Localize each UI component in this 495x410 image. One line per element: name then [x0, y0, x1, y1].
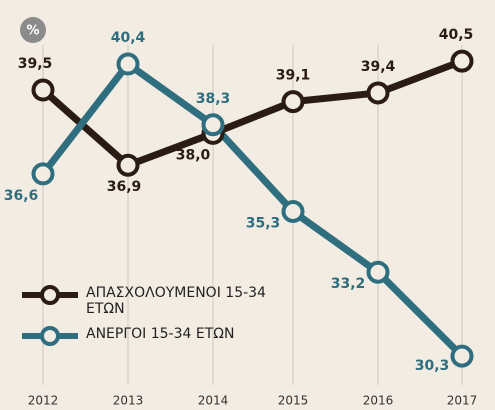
marker [366, 260, 390, 284]
badge [20, 17, 46, 43]
x-tick-label: 2016 [363, 394, 394, 408]
unit-badge: % [26, 24, 39, 39]
x-tick-label: 2013 [113, 394, 144, 408]
series-line [40, 57, 464, 169]
marker [450, 344, 474, 368]
marker [116, 153, 140, 177]
x-tick-label: 2015 [278, 394, 309, 408]
value-label: 30,3 [415, 358, 450, 374]
value-label: 39,5 [18, 56, 53, 72]
series-line [40, 60, 465, 359]
legend-marker [40, 326, 60, 346]
marker [116, 52, 140, 76]
value-label: 33,2 [331, 276, 366, 292]
marker [366, 81, 390, 105]
value-label: 39,1 [276, 68, 311, 84]
legend-label: ΑΝΕΡΓΟΙ 15-34 ΕΤΩΝ [86, 326, 235, 342]
marker [281, 90, 305, 114]
marker [31, 162, 55, 186]
legend-label: ΑΠΑΣΧΟΛΟΥΜΕΝΟΙ 15-34 ΕΤΩΝ [86, 285, 266, 317]
legend-swatch [22, 285, 78, 305]
x-tick-label: 2014 [198, 394, 229, 408]
value-label: 40,5 [439, 27, 474, 43]
marker [281, 200, 305, 223]
value-label: 36,9 [107, 179, 142, 195]
value-label: 38,0 [176, 147, 211, 163]
legend-marker [40, 285, 60, 305]
marker [450, 49, 474, 73]
x-tick-label: 2017 [447, 394, 478, 408]
marker [201, 113, 225, 137]
value-label: 38,3 [196, 91, 231, 107]
value-label: 40,4 [111, 30, 146, 46]
legend-swatch [22, 326, 78, 346]
value-label: 36,6 [4, 188, 39, 204]
value-label: 35,3 [246, 216, 281, 232]
x-tick-label: 2012 [28, 394, 59, 408]
value-label: 39,4 [361, 59, 396, 75]
marker [31, 78, 55, 102]
legend-entry: ΑΠΑΣΧΟΛΟΥΜΕΝΟΙ 15-34 ΕΤΩΝ [20, 285, 276, 317]
legend-entry: ΑΝΕΡΓΟΙ 15-34 ΕΤΩΝ [20, 326, 276, 346]
